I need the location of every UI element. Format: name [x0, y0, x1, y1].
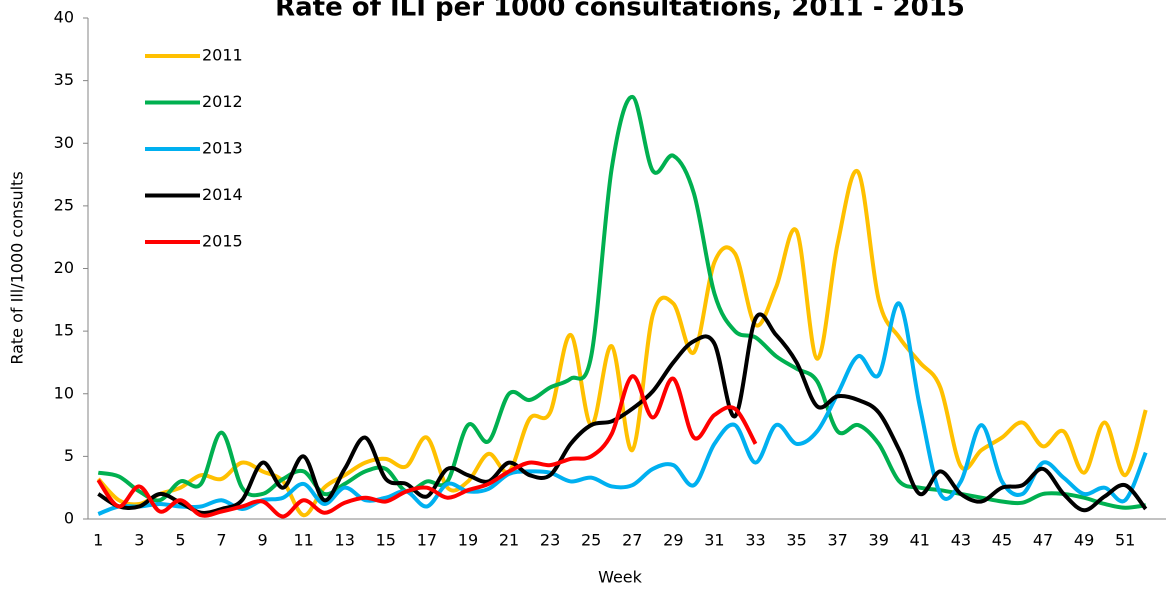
x-tick-label: 23 [540, 531, 560, 550]
x-tick-label: 3 [134, 531, 144, 550]
x-tick-label: 29 [663, 531, 683, 550]
x-tick-label: 7 [216, 531, 226, 550]
x-tick-label: 43 [951, 531, 971, 550]
y-tick-label: 40 [54, 8, 74, 27]
y-tick-label: 30 [54, 133, 74, 152]
x-tick-label: 21 [499, 531, 519, 550]
x-tick-label: 25 [581, 531, 601, 550]
x-tick-label: 13 [335, 531, 355, 550]
x-tick-label: 49 [1074, 531, 1094, 550]
y-tick-label: 35 [54, 70, 74, 89]
x-tick-label: 47 [1033, 531, 1053, 550]
line-series [97, 301, 1148, 516]
x-axis-label: Week [598, 568, 643, 587]
y-axis-label: Rate of Ill/1000 consults [8, 171, 27, 364]
y-tick-label: 10 [54, 383, 74, 402]
x-tick-label: 27 [622, 531, 642, 550]
x-tick-label: 31 [704, 531, 724, 550]
x-tick-label: 51 [1115, 531, 1135, 550]
y-tick-label: 20 [54, 258, 74, 277]
x-tick-label: 19 [458, 531, 478, 550]
y-tick-label: 5 [64, 446, 74, 465]
x-tick-label: 11 [293, 531, 313, 550]
y-tick-label: 0 [64, 509, 74, 528]
chart-title: Rate of ILI per 1000 consultations, 2011… [275, 0, 965, 23]
x-tick-label: 39 [869, 531, 889, 550]
legend-label: 2015 [202, 232, 243, 251]
x-tick-label: 15 [376, 531, 396, 550]
x-tick-label: 33 [745, 531, 765, 550]
y-tick-label: 15 [54, 321, 74, 340]
x-tick-label: 1 [93, 531, 103, 550]
legend-label: 2012 [202, 92, 243, 111]
x-tick-label: 45 [992, 531, 1012, 550]
x-tick-label: 17 [417, 531, 437, 550]
legend-label: 2011 [202, 46, 243, 65]
x-tick-label: 41 [910, 531, 930, 550]
legend-label: 2014 [202, 185, 243, 204]
line-series [97, 312, 1148, 515]
y-tick-label: 25 [54, 195, 74, 214]
line-series [96, 168, 1148, 518]
x-tick-label: 37 [827, 531, 847, 550]
line-series [96, 374, 758, 519]
x-tick-label: 5 [175, 531, 185, 550]
x-tick-label: 35 [786, 531, 806, 550]
x-tick-label: 9 [257, 531, 267, 550]
legend-label: 2013 [202, 139, 243, 158]
